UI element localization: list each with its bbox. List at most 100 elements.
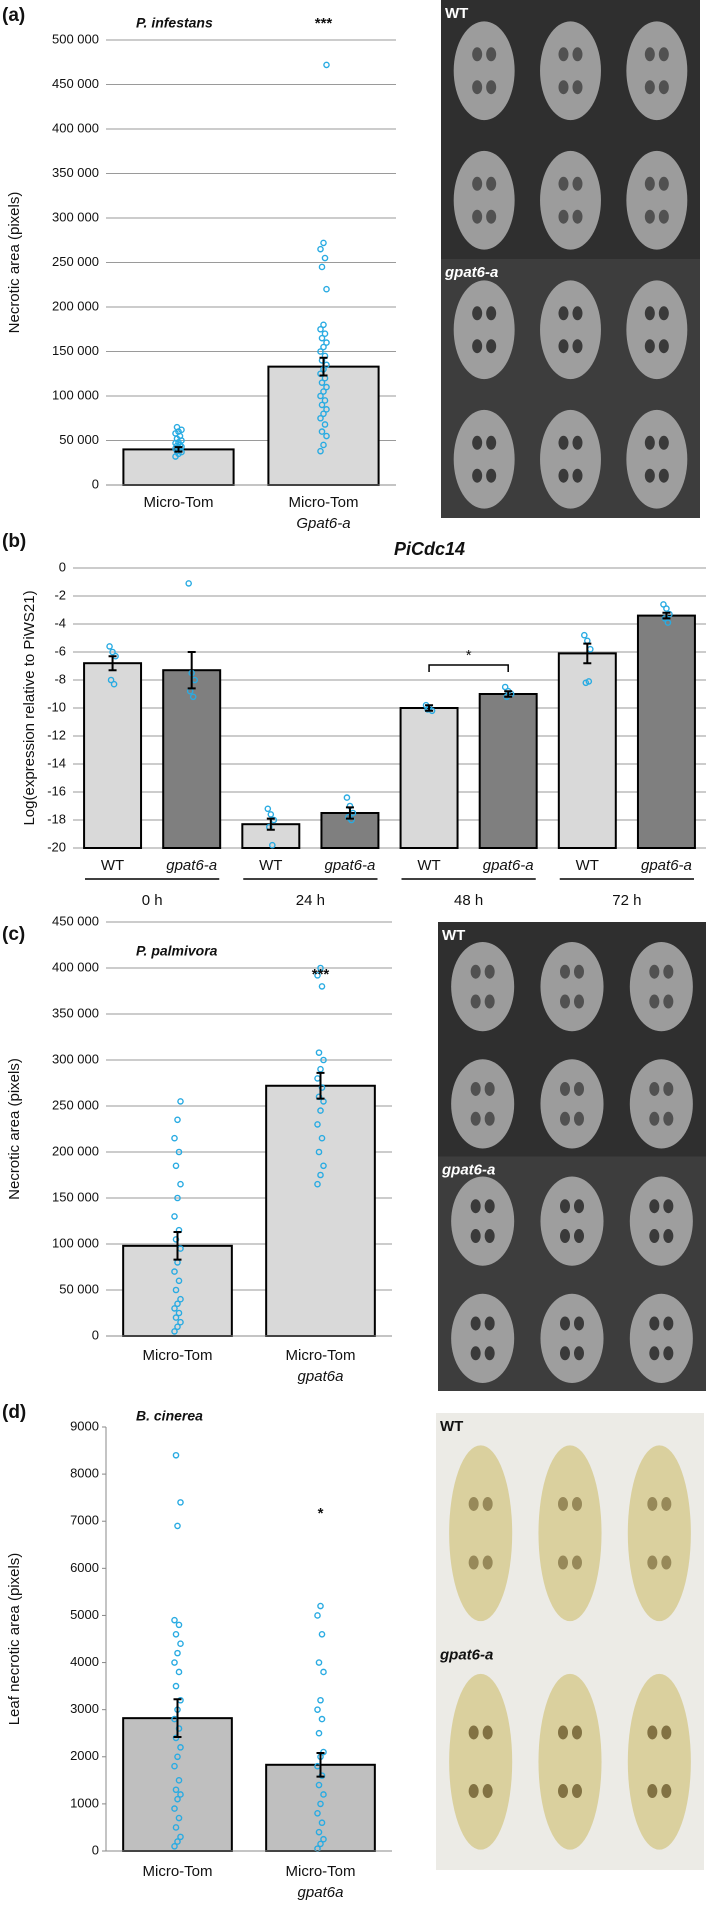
lesion	[574, 994, 584, 1009]
data-point	[314, 1612, 321, 1619]
y-tick-label: -6	[54, 643, 66, 658]
lesion	[644, 468, 655, 483]
data-point	[663, 605, 670, 612]
data-point	[175, 1725, 183, 1732]
y-tick-label: 300 000	[52, 209, 99, 224]
lesion	[472, 209, 483, 224]
data-point	[318, 1134, 326, 1142]
data-point	[177, 1791, 184, 1798]
data-point	[171, 1805, 178, 1812]
y-tick-label: 200 000	[52, 298, 99, 313]
data-point	[177, 1833, 184, 1841]
lesion	[486, 468, 497, 483]
data-point	[172, 1286, 180, 1294]
data-point	[174, 1522, 181, 1530]
data-point	[320, 321, 327, 329]
leaf	[629, 1059, 693, 1149]
data-point	[107, 676, 115, 684]
data-point	[171, 1762, 178, 1770]
data-point	[317, 964, 324, 972]
lesion	[558, 1496, 568, 1511]
data-point	[343, 794, 351, 801]
data-point	[318, 1819, 326, 1827]
lesion	[658, 209, 669, 224]
data-point	[323, 406, 330, 413]
y-tick-label: 4000	[70, 1654, 99, 1669]
lesion	[649, 1346, 660, 1361]
y-tick-label: 0	[92, 476, 99, 491]
y-axis-label: Necrotic area (pixels)	[6, 192, 23, 334]
lesion	[472, 176, 483, 191]
bar-label: gpat6-a	[483, 857, 534, 874]
lesion	[470, 1081, 481, 1096]
lesion	[486, 306, 497, 321]
y-tick-label: 150 000	[52, 1189, 99, 1204]
data-point	[317, 414, 324, 422]
y-tick-label: 6000	[70, 1560, 99, 1575]
leaf	[449, 1445, 513, 1622]
y-tick-label: 250 000	[52, 254, 99, 269]
lesion	[468, 1555, 479, 1570]
lesion	[663, 1346, 674, 1361]
data-point	[587, 645, 594, 653]
error-bar	[108, 655, 117, 672]
data-point	[177, 1180, 184, 1188]
lesion	[663, 964, 674, 979]
y-axis-label: Necrotic area (pixels)	[6, 1058, 23, 1200]
lesion	[663, 1316, 674, 1331]
bar	[636, 614, 696, 849]
error-bar	[174, 446, 183, 453]
significance: *	[318, 1505, 324, 1522]
lesion	[644, 306, 655, 321]
bar	[399, 707, 459, 849]
lesion	[560, 1346, 570, 1361]
lesion	[470, 1346, 481, 1361]
data-point	[585, 678, 593, 685]
data-point	[348, 816, 355, 824]
leaf	[540, 21, 601, 121]
lesion	[572, 1784, 582, 1799]
data-point	[315, 1148, 323, 1156]
y-axis-label: Leaf necrotic area (pixels)	[6, 1553, 23, 1726]
data-point	[171, 1616, 178, 1624]
y-tick-label: 1000	[70, 1795, 99, 1810]
lesion	[558, 435, 569, 450]
data-point	[318, 1715, 326, 1723]
lesion	[644, 80, 655, 95]
lesion	[572, 176, 583, 191]
data-point	[171, 1305, 178, 1312]
data-point	[177, 1744, 184, 1751]
data-point	[171, 1328, 178, 1335]
data-point	[172, 1314, 180, 1321]
data-point	[177, 1098, 184, 1105]
lesion	[470, 1199, 481, 1214]
data-point	[171, 1213, 178, 1220]
data-point	[189, 693, 197, 701]
leaf	[540, 941, 604, 1032]
data-point	[109, 648, 116, 656]
leaf	[626, 409, 688, 509]
data-point	[315, 1659, 323, 1666]
lesion	[649, 1229, 660, 1244]
lesion	[468, 1725, 479, 1740]
data-point	[314, 1706, 321, 1713]
leaf	[626, 280, 688, 380]
error-bar	[583, 642, 592, 665]
lesion	[663, 1199, 674, 1214]
data-point	[174, 1300, 181, 1308]
lesion	[558, 209, 569, 224]
data-point	[110, 680, 118, 688]
data-point	[177, 1295, 184, 1303]
data-point	[317, 1171, 324, 1179]
leaf	[626, 150, 688, 250]
lesion	[649, 1111, 660, 1126]
lesion	[649, 964, 660, 979]
data-point	[177, 1640, 184, 1648]
lesion	[658, 339, 669, 354]
y-tick-label: 100 000	[52, 1235, 99, 1250]
x-tick-label: Micro-Tom	[143, 1863, 213, 1880]
data-point	[317, 1107, 324, 1114]
lesion	[558, 1725, 568, 1740]
data-point	[175, 1621, 183, 1629]
